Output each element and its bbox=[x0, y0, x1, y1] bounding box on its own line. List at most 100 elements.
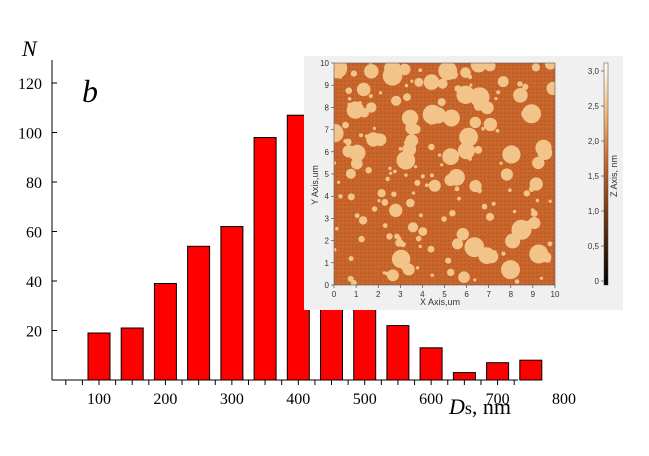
island bbox=[428, 118, 435, 125]
inset-x-tick-label: 5 bbox=[442, 290, 447, 299]
island bbox=[334, 160, 337, 166]
colorbar-tick-label: 1,5 bbox=[588, 172, 600, 181]
island bbox=[335, 227, 339, 231]
island bbox=[462, 134, 466, 138]
island bbox=[460, 67, 471, 78]
island bbox=[398, 146, 403, 151]
island bbox=[429, 173, 434, 178]
island bbox=[505, 233, 521, 249]
island bbox=[501, 260, 520, 280]
island bbox=[378, 91, 383, 95]
island bbox=[415, 266, 420, 270]
island bbox=[481, 126, 485, 131]
island bbox=[454, 186, 460, 192]
island bbox=[411, 116, 416, 121]
x-axis-label-symbol: D bbox=[448, 394, 465, 419]
colorbar-tick-label: 1,0 bbox=[588, 207, 600, 216]
island bbox=[494, 97, 498, 101]
island bbox=[347, 193, 355, 201]
y-ticks: 20 40 60 80 100 120 bbox=[18, 76, 57, 381]
island bbox=[377, 199, 381, 203]
island bbox=[343, 139, 348, 144]
island bbox=[437, 98, 446, 107]
island bbox=[486, 212, 494, 221]
island bbox=[418, 244, 422, 249]
island bbox=[447, 268, 455, 277]
island bbox=[548, 199, 552, 203]
x-tick-label: 800 bbox=[552, 391, 576, 408]
inset-x-tick-label: 7 bbox=[486, 290, 491, 299]
bar-750 bbox=[519, 359, 543, 381]
island bbox=[437, 78, 448, 89]
colorbar-tick-label: 2,0 bbox=[588, 137, 600, 146]
bar-700 bbox=[486, 362, 510, 381]
island bbox=[476, 188, 482, 194]
island bbox=[514, 279, 520, 284]
island bbox=[430, 273, 434, 277]
island bbox=[351, 157, 363, 170]
colorbar bbox=[603, 62, 609, 286]
island bbox=[414, 77, 424, 87]
x-tick-label: 300 bbox=[220, 391, 244, 408]
island bbox=[345, 168, 356, 179]
inset-x-tick-label: 0 bbox=[332, 290, 337, 299]
colorbar-tick-label: 0 bbox=[595, 277, 600, 286]
island bbox=[457, 196, 461, 201]
island bbox=[470, 92, 478, 99]
island bbox=[481, 203, 488, 210]
inset-y-tick-label: 3 bbox=[325, 214, 330, 223]
inset-y-tick-label: 8 bbox=[325, 103, 330, 112]
island bbox=[347, 275, 354, 282]
y-tick-label: 100 bbox=[18, 126, 42, 143]
island bbox=[469, 116, 481, 129]
island bbox=[546, 81, 555, 95]
island bbox=[358, 216, 368, 225]
island bbox=[541, 252, 552, 263]
island bbox=[387, 269, 399, 282]
x-tick-label: 600 bbox=[419, 391, 443, 408]
island bbox=[358, 101, 362, 105]
island bbox=[414, 179, 421, 186]
island bbox=[402, 142, 417, 156]
colorbar-label: Z Axis, nm bbox=[609, 155, 619, 197]
island bbox=[359, 133, 363, 138]
x-axis-label: Ds, nm bbox=[448, 394, 511, 419]
island bbox=[382, 66, 403, 86]
afm-inset: 0 1 2 3 4 5 6 7 8 9 10 0 1 2 3 4 5 6 7 8 9 10 X Axis,um Y Ax… bbox=[304, 56, 623, 310]
island bbox=[420, 174, 425, 179]
colorbar-tick-label: 2,5 bbox=[588, 102, 600, 111]
island bbox=[386, 233, 393, 240]
island bbox=[458, 271, 470, 284]
island bbox=[508, 188, 512, 192]
island bbox=[371, 206, 378, 212]
x-tick-label: 100 bbox=[87, 391, 111, 408]
island bbox=[480, 101, 494, 115]
y-axis-label: N bbox=[21, 36, 38, 61]
island bbox=[393, 169, 397, 174]
bar-150 bbox=[120, 327, 144, 381]
x-ticks: 100 200 300 400 500 600 700 800 bbox=[87, 391, 576, 408]
island bbox=[468, 156, 472, 161]
island bbox=[345, 87, 353, 94]
bar-250 bbox=[187, 245, 211, 381]
bar-300 bbox=[220, 226, 244, 381]
island bbox=[368, 94, 373, 98]
island bbox=[535, 198, 540, 203]
island bbox=[385, 271, 390, 276]
island bbox=[512, 209, 517, 214]
bar-600 bbox=[419, 347, 443, 381]
island bbox=[513, 88, 528, 103]
island bbox=[531, 63, 541, 72]
island bbox=[415, 235, 422, 242]
x-tick-label: 500 bbox=[353, 391, 377, 408]
inset-y-tick-label: 4 bbox=[325, 192, 330, 201]
x-axis-label-unit: , nm bbox=[472, 394, 511, 419]
island bbox=[364, 134, 369, 138]
island bbox=[449, 210, 456, 217]
y-tick-label: 20 bbox=[26, 324, 42, 341]
island bbox=[445, 257, 452, 264]
y-tick-label: 40 bbox=[26, 274, 42, 291]
inset-y-tick-label: 9 bbox=[325, 81, 330, 90]
island bbox=[528, 186, 535, 192]
